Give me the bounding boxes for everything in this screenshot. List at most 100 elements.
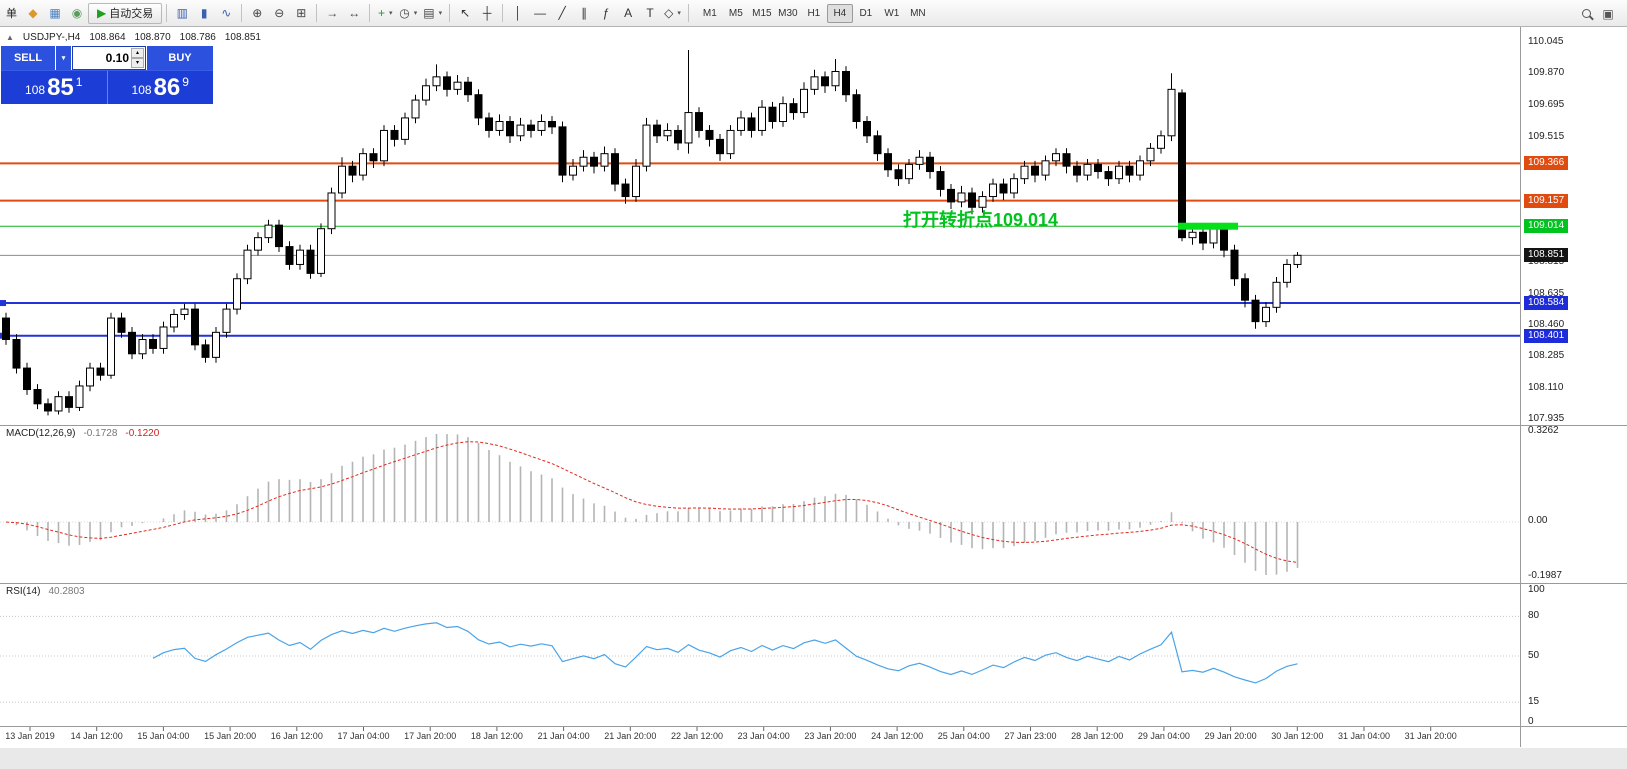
time-axis-label: 25 Jan 04:00 [937,731,990,741]
lot-decrease-button[interactable]: ▾ [131,58,144,68]
lot-size-input[interactable] [73,47,145,69]
zoom-in-icon: ⊕ [252,6,263,20]
time-axis[interactable]: 13 Jan 2019 14 Jan 12:00 15 Jan 04:00 15 Ja… [0,731,1521,747]
rsi-axis-label: 50 [1528,650,1540,661]
trendline-icon-button[interactable]: ╱ [551,3,573,24]
indicators-icon-button[interactable]: + ▾ [374,3,396,24]
bar-chart-type-icon-button[interactable]: ▥ [171,3,193,24]
zoom-in-icon-button[interactable]: ⊕ [246,3,268,24]
price-axis[interactable]: 110.045109.870109.695109.515109.340109.1… [1522,0,1627,769]
text-icon-button[interactable]: A [617,3,639,24]
buy-price-whole: 108 [131,83,152,98]
timeframe-h1-button[interactable]: H1 [801,4,827,23]
arrows-icon: ◇ [664,6,674,20]
tile-windows-icon-button[interactable]: ⊞ [290,3,312,24]
timeframe-w1-button[interactable]: W1 [879,4,905,23]
time-axis-label: 17 Jan 20:00 [404,731,457,741]
autotrading-button[interactable]: ▶ 自动交易 [88,2,163,24]
price-axis-label: 108.285 [1528,350,1565,362]
rsi-axis-label: 80 [1528,610,1540,622]
periods-dropdown-icon: ▾ [413,10,418,17]
lot-size-field: ▴ ▾ [72,46,146,70]
toolbar: 单 ◆ ▦ ◉ ▶ 自动交易 ▥ ▮ ∿ ⊕ ⊖ ⊞ → ↔ + ▾ ◷ ▾ ▤ ▾ ↖ ┼ │ — ╱ ∥ ƒ A T ◇ ▾ M1 M5 M… [0,0,1627,27]
autotrading-button: ▶ [97,6,107,20]
macd-axis-label: -0.1987 [1528,570,1562,581]
toolbar-separator [449,4,451,22]
arrows-icon-button[interactable]: ◇ ▾ [661,3,684,24]
lot-spinner: ▴ ▾ [131,48,144,68]
cursor-icon-button[interactable]: ↖ [454,3,476,24]
templates-icon-button[interactable]: ▤ ▾ [420,3,445,24]
price-axis-label: 109.870 [1528,67,1565,79]
timeframe-toolbar: M1 M5 M15 M30 H1 H4 D1 W1 MN [697,3,931,23]
timeframe-m1-button[interactable]: M1 [697,4,723,23]
timeframe-d1-button[interactable]: D1 [853,4,879,23]
periods-icon: ◷ [399,6,410,20]
price-divider [106,71,108,104]
vertical-line-icon: │ [514,6,522,20]
cursor-icon: ↖ [460,6,471,20]
buy-button[interactable]: BUY [147,46,213,70]
timeframe-h4-button[interactable]: H4 [826,3,853,23]
collapse-trade-panel-icon[interactable]: ▲ [6,33,14,42]
price-axis-label: 107.935 [1528,413,1565,424]
price-display: 108 85 1 108 86 9 [1,70,213,104]
macd-axis-label: 0.00 [1528,515,1548,526]
price-badge: 108.584 [1524,296,1569,311]
time-axis-label: 24 Jan 12:00 [871,731,924,741]
sell-price-point: 1 [75,75,83,89]
timeframe-m30-button[interactable]: M30 [775,4,801,23]
templates-icon: ▤ [423,6,435,20]
time-axis-label: 28 Jan 12:00 [1071,731,1124,741]
candlestick-type-icon: ▮ [200,6,208,20]
lot-increase-button[interactable]: ▴ [131,48,144,58]
text-label-icon: T [646,6,654,20]
order-options-dropdown[interactable]: ▾ [56,46,71,70]
line-chart-type-icon: ∿ [221,6,232,20]
text-icon: A [624,6,633,20]
time-axis-label: 21 Jan 20:00 [604,731,657,741]
autotrading-button-label: 自动交易 [109,8,154,20]
time-axis-label: 16 Jan 12:00 [270,731,323,741]
timeframe-m15-button[interactable]: M15 [749,4,775,23]
fibonacci-icon-button[interactable]: ƒ [595,3,617,24]
toolbar-left-group: 单 ◆ ▦ ◉ ▶ 自动交易 ▥ ▮ ∿ ⊕ ⊖ ⊞ → ↔ + ▾ ◷ ▾ ▤ ▾ ↖ ┼ │ — ╱ ∥ ƒ A T ◇ ▾ [4,2,693,24]
bar-chart-type-icon: ▥ [176,6,188,20]
price-badge: 108.851 [1524,248,1569,263]
line-chart-type-icon-button[interactable]: ∿ [215,3,237,24]
price-axis-label: 110.045 [1528,36,1564,47]
text-label-icon-button[interactable]: T [639,3,661,24]
buy-price[interactable]: 108 86 9 [108,71,214,104]
chart-window-icon-button[interactable]: ▦ [44,3,66,24]
time-axis-label: 14 Jan 12:00 [70,731,123,741]
sell-button[interactable]: SELL [1,46,55,70]
horizontal-line-icon-button[interactable]: — [529,3,551,24]
layers-icon-button[interactable]: ▣ [1597,3,1619,24]
macd-axis-label: 0.3262 [1528,425,1559,436]
auto-scroll-icon: → [326,6,339,20]
chart-shift-icon-button[interactable]: ↔ [343,3,365,24]
candlestick-type-icon-button[interactable]: ▮ [193,3,215,24]
sell-price[interactable]: 108 85 1 [1,71,107,104]
chart-canvas[interactable] [0,27,1627,769]
zoom-out-icon-button[interactable]: ⊖ [268,3,290,24]
equidistant-channel-icon: ∥ [581,6,588,20]
timeframe-mn-button[interactable]: MN [905,4,931,23]
one-click-trading-panel: SELL ▾ ▴ ▾ BUY 108 85 1 108 86 9 [1,46,213,104]
price-axis-label: 109.695 [1528,98,1565,110]
periods-icon-button[interactable]: ◷ ▾ [396,3,420,24]
crosshair-icon-button[interactable]: ┼ [476,3,498,24]
search-icon-button[interactable] [1575,3,1597,24]
templates-dropdown-icon: ▾ [438,10,443,17]
vertical-line-icon-button[interactable]: │ [507,3,529,24]
equidistant-channel-icon-button[interactable]: ∥ [573,3,595,24]
timeframe-m5-button[interactable]: M5 [723,4,749,23]
time-axis-label: 27 Jan 23:00 [1004,731,1057,741]
navigator-icon-button[interactable]: ◉ [66,3,88,24]
time-axis-label: 22 Jan 12:00 [670,731,724,741]
new-order-icon-button[interactable]: ◆ [22,3,44,24]
price-axis-label: 108.110 [1528,381,1564,393]
toolbar-separator [316,4,318,22]
toolbar-separator [241,4,243,22]
auto-scroll-icon-button[interactable]: → [321,3,343,24]
